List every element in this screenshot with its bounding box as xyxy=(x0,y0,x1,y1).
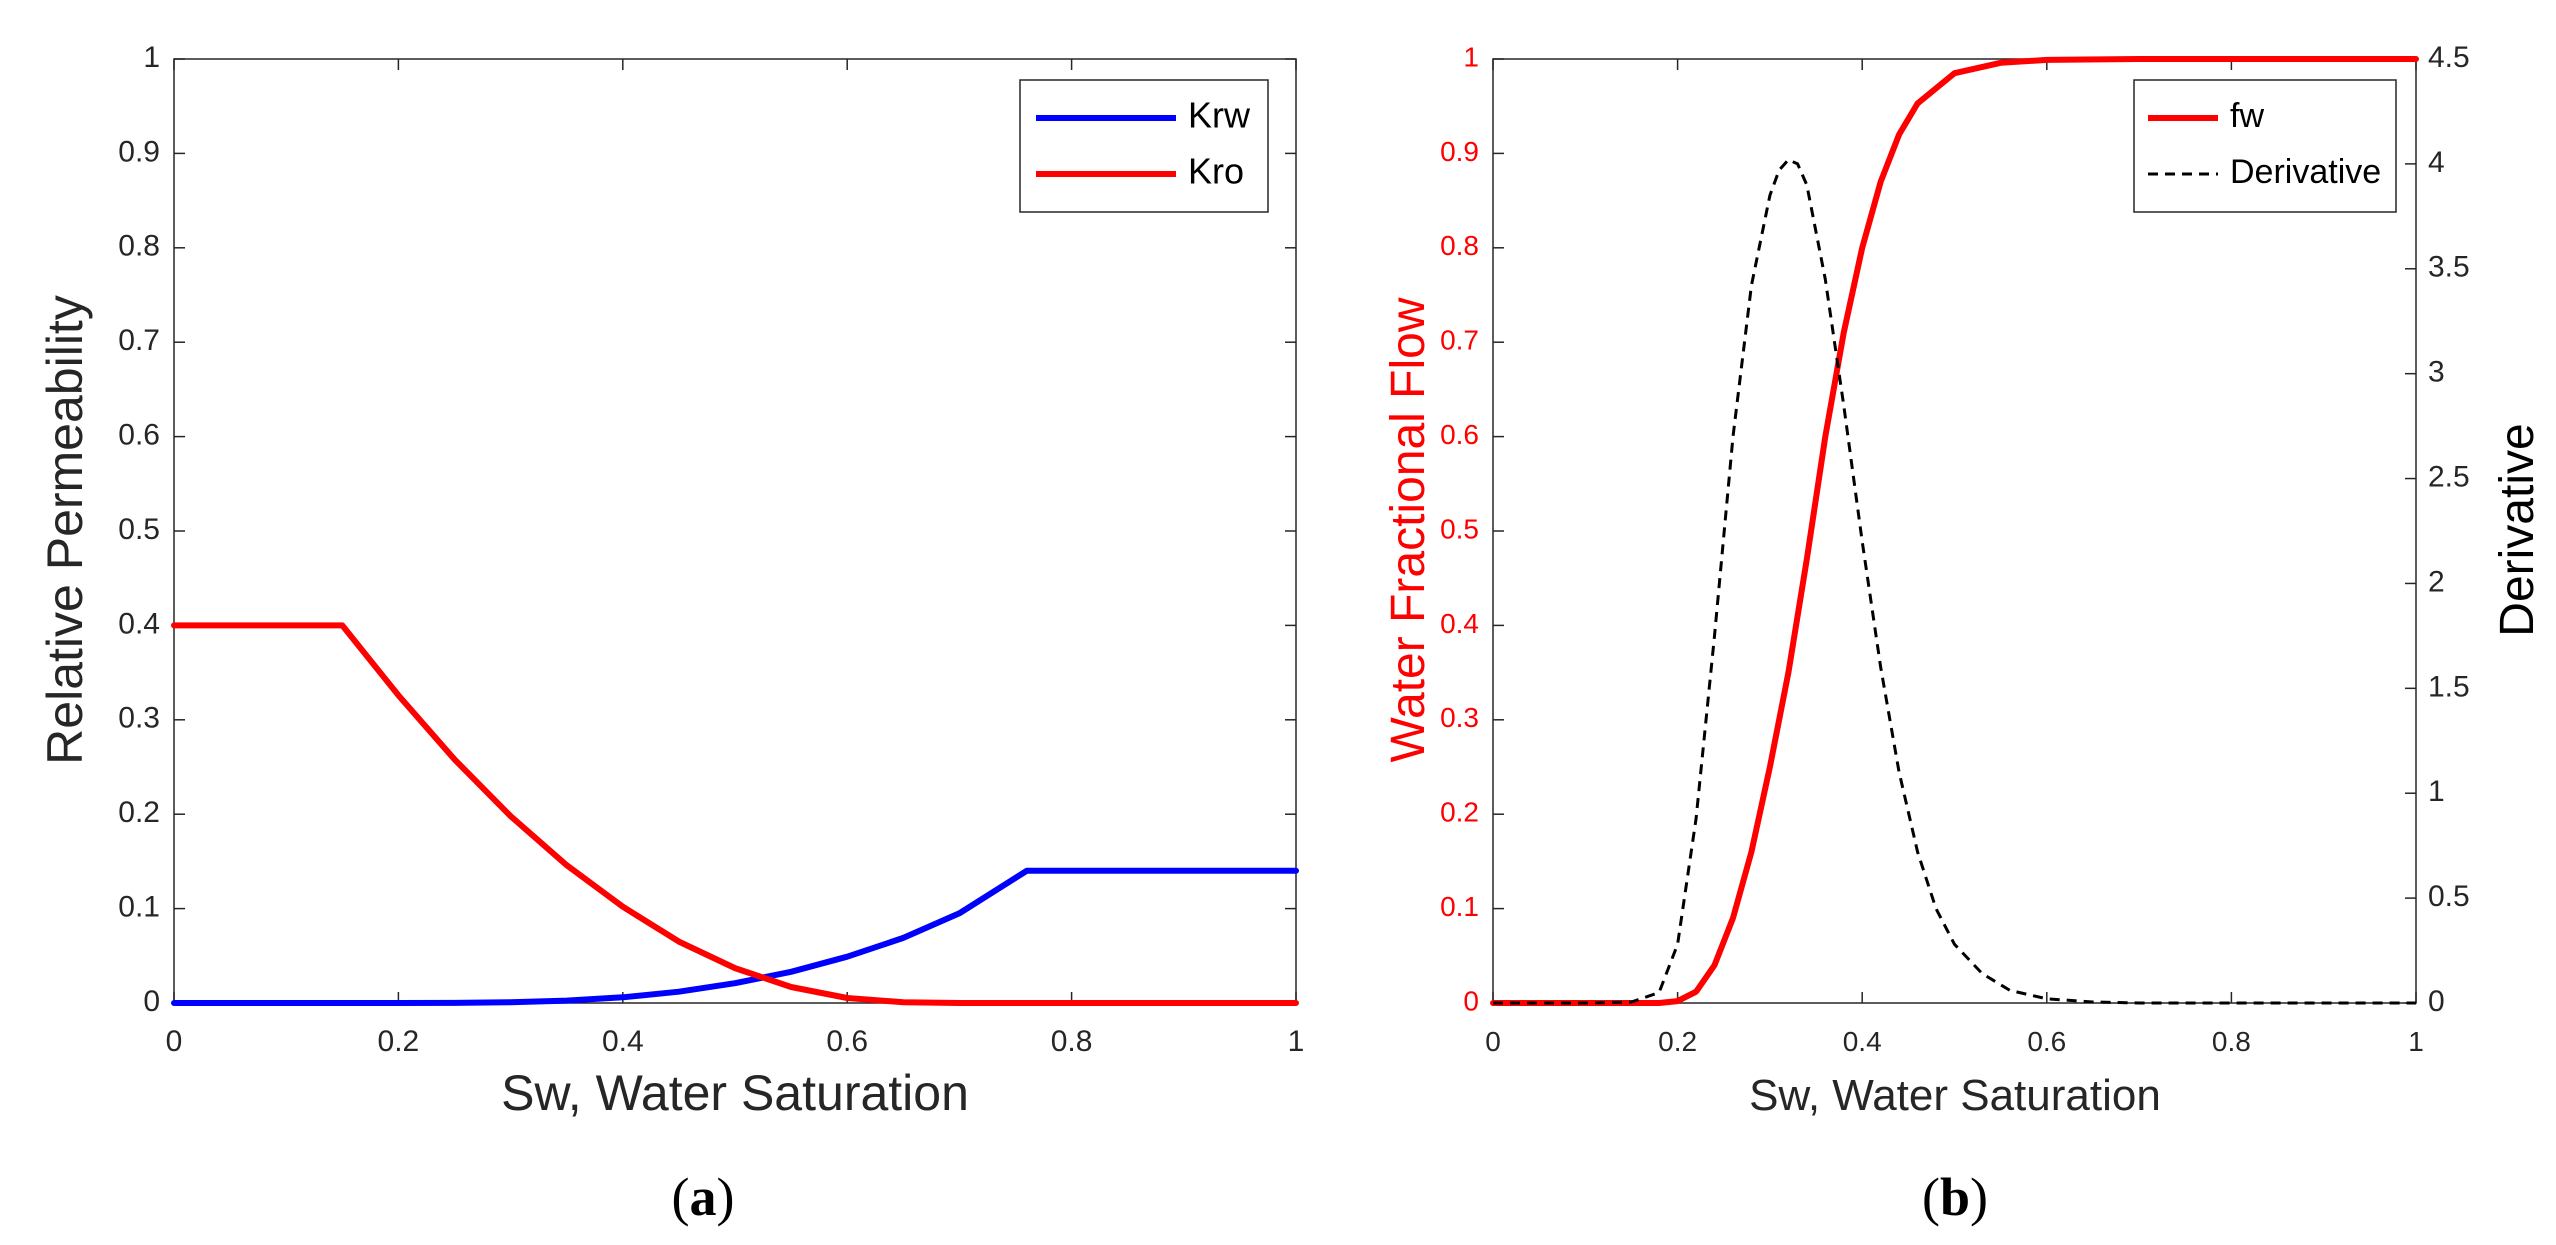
panel-b-caption: (b) xyxy=(1922,1167,1988,1227)
legend-kro-label: Kro xyxy=(1188,151,1244,192)
panel-a-legend-box xyxy=(1019,79,1269,213)
x-tick-label: 0.4 xyxy=(602,1025,644,1058)
y2-tick-label: 3.5 xyxy=(2428,251,2470,284)
x-tick-label: 1 xyxy=(2408,1026,2424,1057)
y-tick-label: 0.7 xyxy=(118,324,160,357)
panel-a-caption-open: ( xyxy=(672,1167,690,1227)
panel-b-plot-area xyxy=(1492,58,2417,1004)
legend-fw-label: fw xyxy=(2230,97,2264,135)
y-tick-label: 0.9 xyxy=(1440,136,1479,167)
y-tick-label: 0.2 xyxy=(1440,797,1479,828)
panel-b-caption-open: ( xyxy=(1922,1167,1940,1227)
y-tick-label: 0.3 xyxy=(1440,702,1479,733)
panel-b-legend-box xyxy=(2133,79,2397,213)
y-tick-label: 0.1 xyxy=(1440,891,1479,922)
y-tick-label: 0.4 xyxy=(1440,608,1479,639)
panel-b-left-y-axis-label: Water Fractional Flow xyxy=(1382,297,1435,762)
series-line-krw xyxy=(171,867,1299,1006)
panel-a-x-axis-label: Sw, Water Saturation xyxy=(501,1065,969,1121)
x-tick-label: 0.4 xyxy=(1843,1026,1882,1057)
panel-a-legend: Krw Kro xyxy=(1019,79,1269,213)
y-tick-label: 0.5 xyxy=(1440,513,1479,544)
series-line-kro xyxy=(171,622,1299,1006)
y-tick-label: 0.5 xyxy=(118,513,160,546)
panel-b-legend: fw Derivative xyxy=(2133,79,2397,213)
y-tick-label: 0 xyxy=(1463,985,1479,1016)
y-tick-label: 0.8 xyxy=(118,230,160,263)
panel-a-caption: (a) xyxy=(672,1167,735,1227)
y-tick-label: 0.6 xyxy=(1440,419,1479,450)
panel-a-y-axis-label: Relative Permeability xyxy=(37,295,93,765)
series-line-derivative xyxy=(1493,158,2416,1005)
x-tick-label: 0.2 xyxy=(1658,1026,1697,1057)
y-tick-label: 0.1 xyxy=(118,891,160,924)
y-tick-label: 0.2 xyxy=(118,796,160,829)
x-tick-label: 0.6 xyxy=(826,1025,868,1058)
x-tick-label: 0.8 xyxy=(1051,1025,1093,1058)
y-tick-label: 0.6 xyxy=(118,419,160,452)
x-tick-label: 0.6 xyxy=(2027,1026,2066,1057)
y-tick-label: 0.7 xyxy=(1440,325,1479,356)
panel-b-x-axis-label: Sw, Water Saturation xyxy=(1749,1071,2161,1120)
y2-tick-label: 2.5 xyxy=(2428,460,2470,493)
x-tick-label: 0 xyxy=(1485,1026,1501,1057)
panel-b-caption-close: ) xyxy=(1970,1167,1988,1227)
panel-b-caption-letter: b xyxy=(1940,1167,1970,1227)
panel-a-axis-ticks: 0 0.2 0.4 0.6 0.8 1 0 0.1 0.2 0.3 0.4 0.5 0.6 0.7 0.8 0… xyxy=(118,41,1304,1058)
panel-a-plot-area xyxy=(173,58,1297,1004)
panel-b-chart: 0 0.2 0.4 0.6 0.8 100.10.20.30.40.50.60.70.80… xyxy=(1382,41,2544,1227)
y2-tick-label: 1.5 xyxy=(2428,670,2470,703)
y-tick-label: 1 xyxy=(143,41,160,74)
panel-a-series xyxy=(171,622,1299,1006)
panel-a-chart: 0 0.2 0.4 0.6 0.8 1 0 0.1 0.2 0.3 0.4 0.5 0.6 0.7 0.8 0… xyxy=(37,41,1304,1227)
x-tick-label: 0 xyxy=(166,1025,183,1058)
x-tick-label: 0.2 xyxy=(378,1025,420,1058)
y2-tick-label: 1 xyxy=(2428,775,2445,808)
panel-a-caption-letter: a xyxy=(690,1167,717,1227)
y2-tick-label: 4 xyxy=(2428,146,2445,179)
panel-a-caption-close: ) xyxy=(717,1167,735,1227)
y-tick-label: 0.3 xyxy=(118,702,160,735)
panel-b-series xyxy=(1490,56,2419,1006)
y-tick-label: 0.9 xyxy=(118,135,160,168)
y-tick-label: 0 xyxy=(143,985,160,1018)
legend-derivative-label: Derivative xyxy=(2230,153,2381,191)
y-tick-label: 1 xyxy=(1463,41,1479,72)
y2-tick-label: 0.5 xyxy=(2428,880,2470,913)
y-tick-label: 0.4 xyxy=(118,607,160,640)
legend-krw-label: Krw xyxy=(1188,95,1251,136)
x-tick-label: 0.8 xyxy=(2212,1026,2251,1057)
y2-tick-label: 4.5 xyxy=(2428,41,2470,74)
y2-tick-label: 2 xyxy=(2428,565,2445,598)
panel-b-right-y-axis-label: Derivative xyxy=(2491,423,2544,636)
x-tick-label: 1 xyxy=(1288,1025,1305,1058)
y-tick-label: 0.8 xyxy=(1440,230,1479,261)
series-line-fw xyxy=(1490,56,2419,1006)
y2-tick-label: 3 xyxy=(2428,356,2445,389)
y2-tick-label: 0 xyxy=(2428,985,2445,1018)
